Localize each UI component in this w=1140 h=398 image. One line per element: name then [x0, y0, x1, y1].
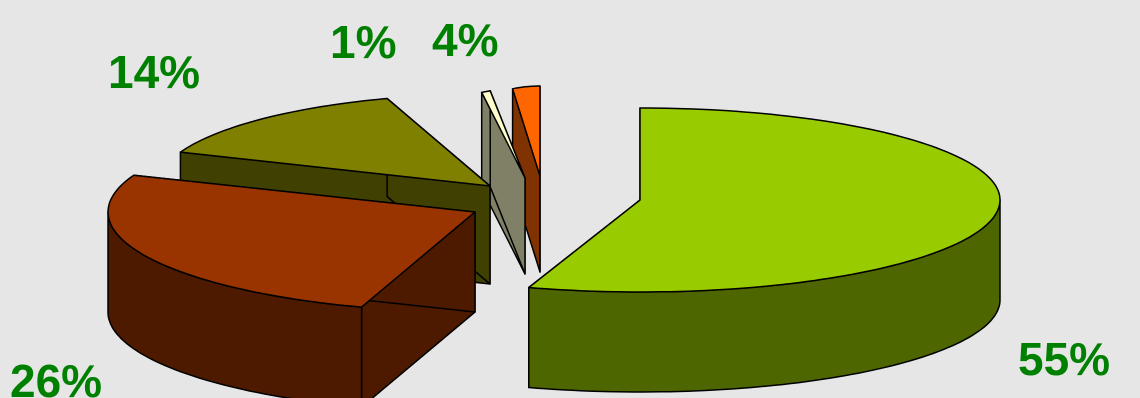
slice-top	[179, 97, 491, 187]
slice-labels: 4% 1% 14% 26% 55%	[10, 14, 1110, 398]
slice-top	[511, 85, 541, 177]
pie-slice	[528, 107, 1001, 393]
slice-label: 55%	[1018, 333, 1110, 385]
pie-slice	[107, 174, 476, 398]
slice-top	[107, 174, 476, 308]
slice-label: 1%	[330, 16, 396, 68]
slice-top	[528, 107, 1001, 293]
pie-slice	[480, 90, 526, 275]
slice-label: 4%	[432, 14, 498, 66]
slice-top	[480, 90, 526, 179]
pie-slices	[107, 85, 1001, 398]
slice-label: 26%	[10, 355, 102, 398]
slice-label: 14%	[108, 46, 200, 98]
